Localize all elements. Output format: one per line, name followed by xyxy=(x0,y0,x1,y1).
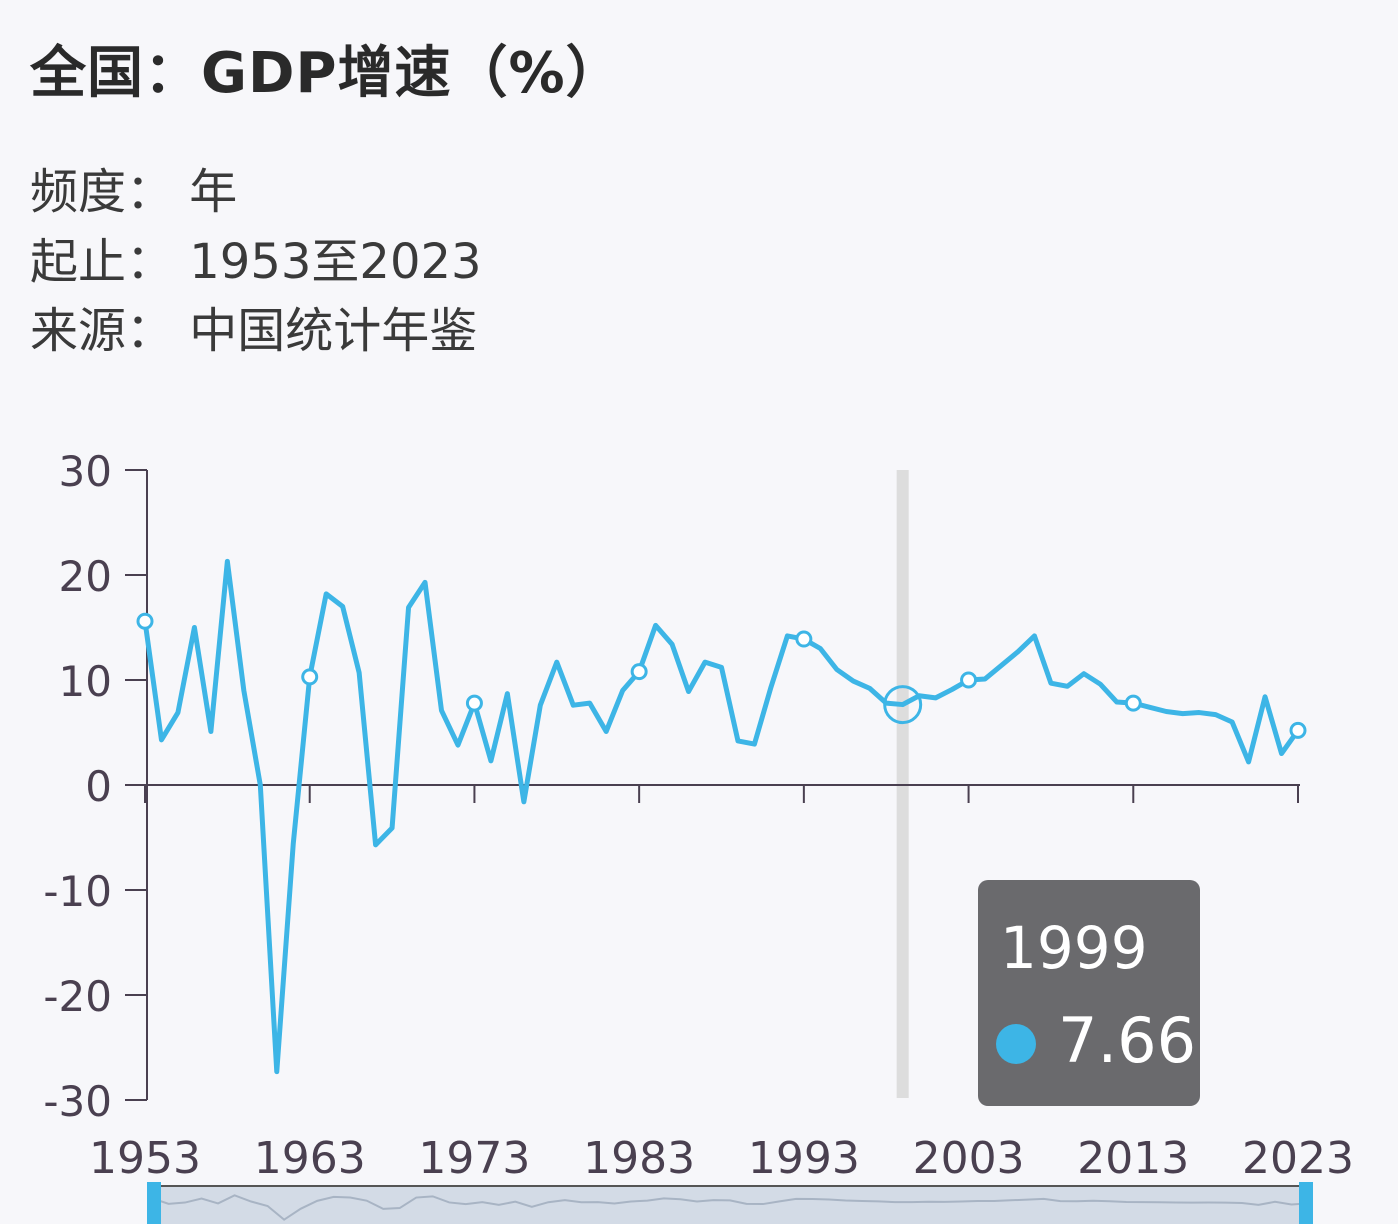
y-tick-label: -20 xyxy=(43,972,112,1021)
slider-handle-left xyxy=(147,1182,161,1224)
data-point xyxy=(136,612,154,630)
tooltip-year: 1999 xyxy=(1000,914,1148,982)
source-label: 来源： 中国统计年鉴 xyxy=(30,303,478,359)
x-tick-label: 1963 xyxy=(254,1133,366,1184)
frequency-label: 频度： 年 xyxy=(30,164,238,220)
slider-handle-right xyxy=(1299,1182,1313,1224)
data-zoom-slider xyxy=(152,1185,1308,1224)
data-point xyxy=(795,630,813,648)
data-point xyxy=(1289,721,1307,739)
data-point xyxy=(630,663,648,681)
range-label: 起止： 1953至2023 xyxy=(30,234,482,290)
y-tick-label: 10 xyxy=(59,657,112,706)
x-tick-label: 1973 xyxy=(418,1133,530,1184)
gdp-growth-line xyxy=(142,558,1301,1075)
data-point xyxy=(301,668,319,686)
y-tick-label: 30 xyxy=(59,447,112,496)
highlight-point xyxy=(883,685,923,725)
data-point xyxy=(1124,694,1142,712)
data-point xyxy=(465,694,483,712)
x-tick-label: 1993 xyxy=(748,1133,860,1184)
x-tick-label: 2013 xyxy=(1077,1133,1189,1184)
x-tick-label: 1953 xyxy=(89,1133,201,1184)
tooltip-value: 7.66 xyxy=(1058,1004,1197,1077)
data-point xyxy=(960,671,978,689)
y-tick-label: 20 xyxy=(59,552,112,601)
tooltip: 1999 7.66 xyxy=(978,880,1200,1106)
x-tick-label: 2003 xyxy=(913,1133,1025,1184)
y-tick-label: -30 xyxy=(43,1077,112,1126)
y-tick-label: 0 xyxy=(85,762,112,811)
x-tick-label: 1983 xyxy=(583,1133,695,1184)
y-tick-label: -10 xyxy=(43,867,112,916)
series-dot-icon xyxy=(996,1024,1036,1064)
x-tick-label: 2023 xyxy=(1242,1133,1354,1184)
slider-preview-line xyxy=(151,1194,1309,1221)
chart-title: 全国：GDP增速（%） xyxy=(30,41,623,106)
